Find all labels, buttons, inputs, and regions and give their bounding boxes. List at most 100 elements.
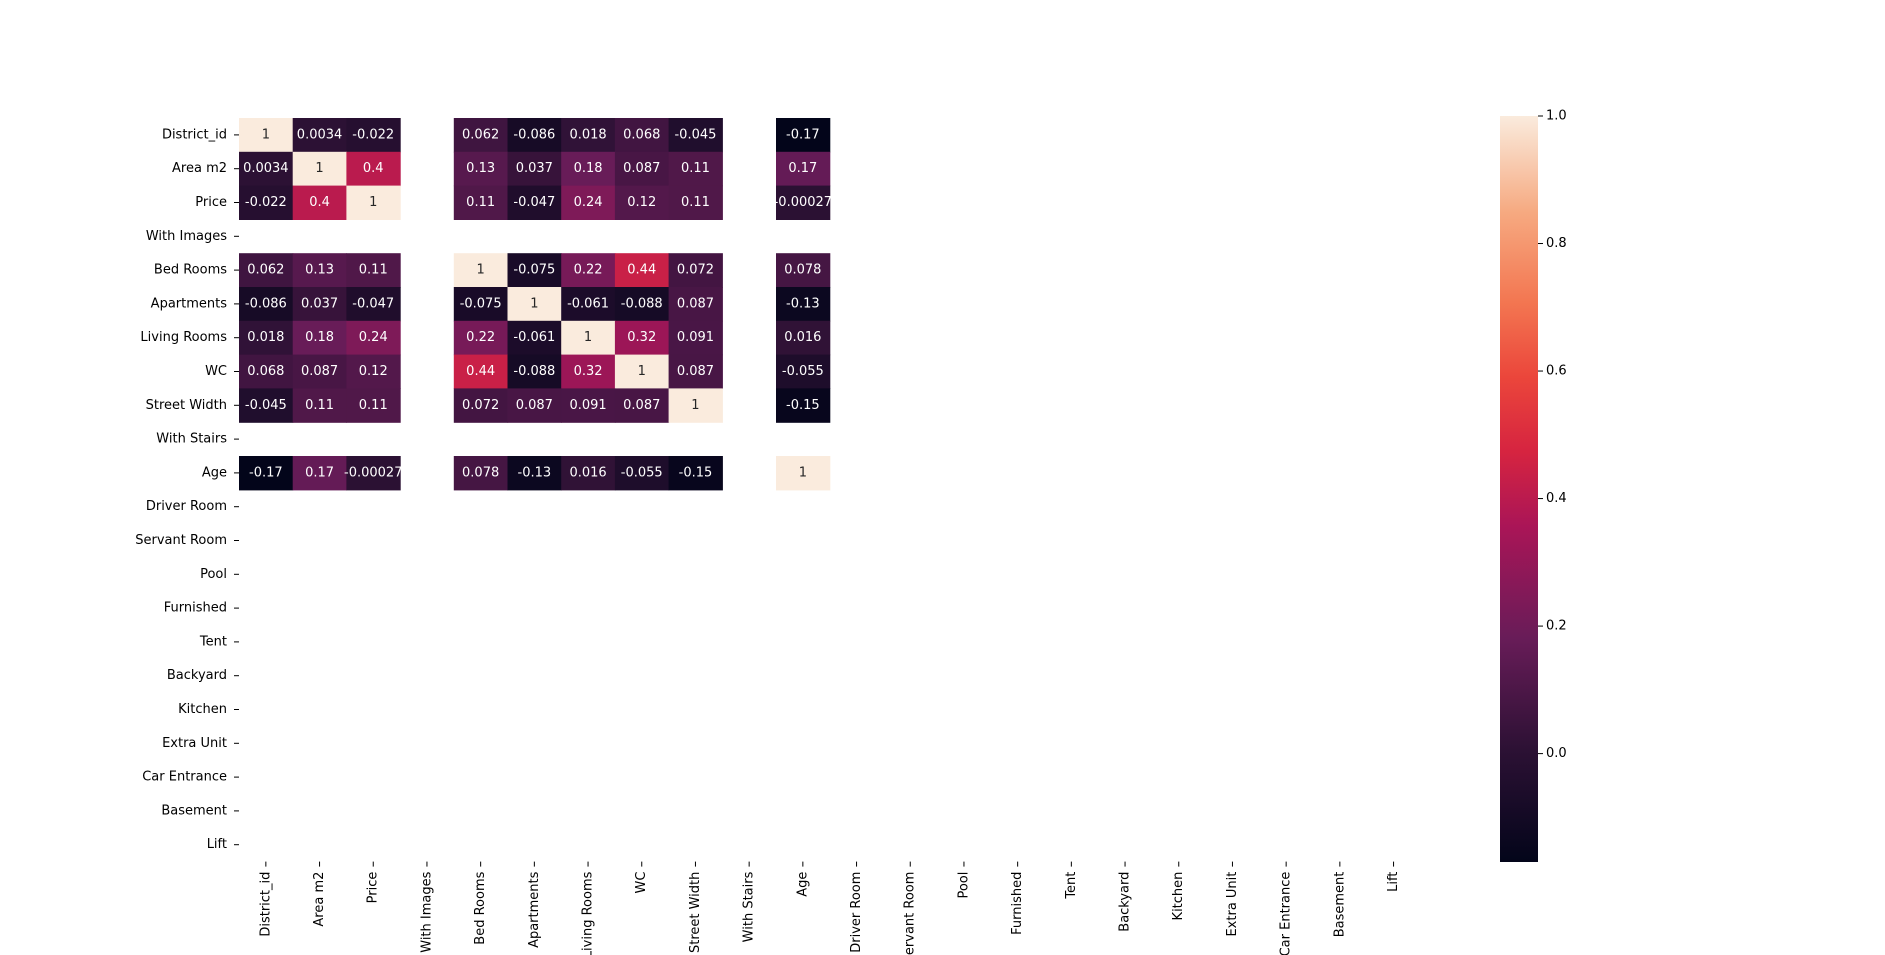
heatmap-cell <box>239 388 294 423</box>
y-tick-label: WC <box>205 364 227 379</box>
colorbar-tick-label: 0.6 <box>1546 364 1567 379</box>
heatmap-cell-value: -0.061 <box>567 296 609 311</box>
heatmap-cell-value: 0.068 <box>247 364 284 379</box>
heatmap-cells <box>239 118 831 491</box>
heatmap-cell <box>561 185 616 220</box>
heatmap-cell-value: -0.17 <box>786 127 820 142</box>
x-tick-label: Backyard <box>1118 872 1133 932</box>
heatmap-cell <box>561 151 616 187</box>
x-tick-label: Age <box>795 872 810 897</box>
heatmap-cell <box>346 253 401 288</box>
heatmap-cell-value: 1 <box>369 195 377 210</box>
y-tick-label: Apartments <box>151 296 228 311</box>
heatmap-cell <box>776 287 831 322</box>
heatmap-cell <box>239 354 294 389</box>
heatmap-cell <box>346 354 401 389</box>
x-tick-label: Lift <box>1386 872 1401 892</box>
heatmap-cell-value: 0.087 <box>677 296 714 311</box>
heatmap-cell-value: 0.18 <box>305 330 334 345</box>
heatmap-cell <box>292 354 347 389</box>
heatmap-cell <box>346 185 401 220</box>
heatmap-cell-value: 0.016 <box>569 465 606 480</box>
heatmap-cell <box>614 388 670 423</box>
y-tick-label: Extra Unit <box>162 736 227 751</box>
heatmap-cell-value: -0.088 <box>513 364 555 379</box>
heatmap-cell-value: 1 <box>584 330 592 345</box>
heatmap-cell-value: 0.4 <box>363 161 384 176</box>
heatmap-cell <box>507 354 562 389</box>
heatmap-cell <box>614 151 670 187</box>
x-tick-label: Tent <box>1064 872 1079 900</box>
heatmap-cell-labels: 1 0.0034 -0.022 0.062 -0.086 0.018 0.068 -0.045… <box>243 127 832 480</box>
heatmap-cell <box>292 118 347 153</box>
x-tick-label: Pool <box>956 872 971 899</box>
colorbar-ticks: 0.0 0.2 0.4 0.6 0.8 1.0 <box>1538 109 1567 761</box>
heatmap-cell-value: 0.13 <box>305 263 334 278</box>
heatmap-cell-value: 1 <box>638 364 646 379</box>
heatmap-cell <box>453 185 509 220</box>
x-tick-label: Living Rooms <box>581 871 596 955</box>
x-tick-label: Bed Rooms <box>473 871 488 944</box>
colorbar-tick-label: 0.0 <box>1546 746 1567 761</box>
heatmap-cell-value: 0.0034 <box>243 161 289 176</box>
heatmap-cell <box>776 185 831 220</box>
heatmap-cell-value: 1 <box>477 263 485 278</box>
heatmap-cell <box>507 151 562 187</box>
heatmap-cell-value: -0.047 <box>352 296 394 311</box>
y-tick-label: Furnished <box>164 601 227 616</box>
x-tick-label: Kitchen <box>1171 872 1186 921</box>
heatmap-cell <box>668 253 723 288</box>
x-tick-label: Extra Unit <box>1225 872 1240 937</box>
heatmap-cell-value: -0.075 <box>460 296 502 311</box>
x-tick-label: Servant Room <box>903 872 918 955</box>
heatmap-cell-value: 0.12 <box>627 195 656 210</box>
heatmap-cell <box>346 388 401 423</box>
heatmap-cell <box>776 388 831 423</box>
heatmap-cell <box>614 456 670 491</box>
heatmap-cell <box>668 118 723 153</box>
heatmap-cell-value: 0.087 <box>301 364 338 379</box>
heatmap-cell <box>507 388 562 423</box>
heatmap-cell-value: -0.086 <box>245 296 287 311</box>
heatmap-cell-value: -0.15 <box>786 398 820 413</box>
x-tick-label: WC <box>634 872 649 894</box>
x-tick-label: Area m2 <box>312 872 327 927</box>
heatmap-cell <box>453 456 509 491</box>
heatmap-cell <box>668 456 723 491</box>
heatmap-cell <box>614 320 670 356</box>
heatmap-cell <box>614 253 670 288</box>
x-tick-label: Driver Room <box>849 872 864 953</box>
heatmap-cell-value: 1 <box>799 465 807 480</box>
heatmap-cell <box>239 151 294 187</box>
heatmap-cell <box>239 253 294 288</box>
heatmap-cell-value: 1 <box>262 127 270 142</box>
y-tick-label: Living Rooms <box>140 330 227 345</box>
heatmap-cell-value: 0.44 <box>466 364 495 379</box>
heatmap-cell-value: -0.00027 <box>774 195 832 210</box>
heatmap-cell <box>292 287 347 322</box>
x-tick-label: Car Entrance <box>1279 872 1294 955</box>
heatmap-cell-value: -0.022 <box>352 127 394 142</box>
y-tick-label: Car Entrance <box>142 770 227 785</box>
heatmap-cell-value: 0.068 <box>623 127 660 142</box>
y-tick-label: Kitchen <box>178 702 227 717</box>
heatmap-cell <box>561 118 616 153</box>
heatmap-cell-value: 0.062 <box>247 263 284 278</box>
heatmap-cell <box>776 253 831 288</box>
heatmap-cell <box>292 320 347 356</box>
heatmap-cell <box>507 253 562 288</box>
heatmap-cell-value: 0.32 <box>574 364 603 379</box>
heatmap-cell <box>668 185 723 220</box>
heatmap-cell <box>239 185 294 220</box>
heatmap-cell-value: 0.4 <box>309 195 330 210</box>
heatmap-cell <box>668 151 723 187</box>
heatmap-cell <box>668 320 723 356</box>
heatmap-cell <box>668 388 723 423</box>
heatmap-cell-value: -0.055 <box>782 364 824 379</box>
heatmap-cell <box>507 456 562 491</box>
heatmap-cell-value: 0.13 <box>466 161 495 176</box>
heatmap-cell <box>776 456 831 491</box>
heatmap-cell-value: 0.12 <box>359 364 388 379</box>
heatmap-cell <box>292 388 347 423</box>
heatmap-cell <box>561 320 616 356</box>
